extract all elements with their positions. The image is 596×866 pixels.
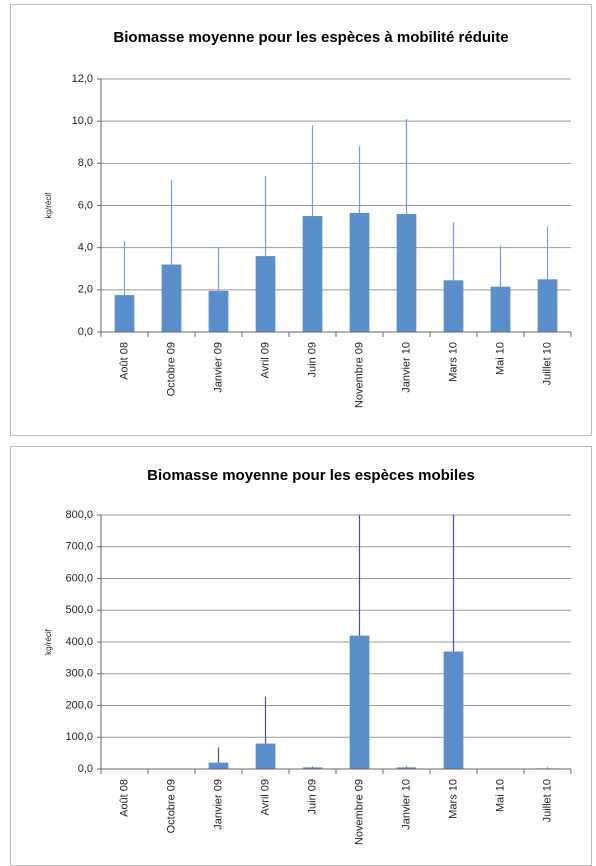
x-tick-label: Août 08: [118, 779, 130, 817]
y-tick-label: 500,0: [65, 604, 93, 616]
y-tick-label: 300,0: [65, 668, 93, 680]
x-tick-label: Janvier 09: [212, 779, 224, 830]
x-tick-label: Avril 09: [259, 342, 271, 378]
bar: [396, 213, 417, 332]
bar: [302, 216, 323, 332]
x-tick-label: Mai 10: [494, 342, 506, 375]
y-tick-label: 8,0: [78, 157, 93, 169]
y-tick-label: 600,0: [65, 572, 93, 584]
x-tick-label: Octobre 09: [165, 779, 177, 833]
x-tick-label: Juillet 10: [541, 779, 553, 822]
bar: [208, 762, 229, 769]
bar: [349, 635, 370, 769]
bar: [255, 256, 276, 332]
x-tick-label: Juin 09: [306, 342, 318, 377]
bar: [490, 286, 511, 332]
y-tick-label: 12,0: [72, 73, 93, 85]
y-tick-label: 0,0: [78, 326, 93, 338]
y-axis-label: kg/récif: [44, 628, 53, 655]
bar: [161, 264, 182, 332]
bar: [396, 767, 417, 769]
x-tick-label: Juillet 10: [541, 342, 553, 385]
chart: kg/récif 0,0 2,0 4,0 6,0 8,0 10,0 12,0 Août 08 Oc…: [44, 73, 572, 408]
bar: [114, 295, 135, 332]
x-tick-label: Août 08: [118, 342, 130, 380]
y-axis-label: kg/récif: [44, 192, 53, 219]
chart-panel: Biomasse moyenne pour les espèces mobile…: [10, 446, 592, 866]
bar: [537, 279, 558, 332]
bar: [255, 743, 276, 769]
y-tick-label: 6,0: [78, 199, 93, 211]
chart-panel: Biomasse moyenne pour les espèces à mobi…: [10, 4, 592, 436]
x-tick-label: Janvier 10: [400, 779, 412, 830]
x-tick-label: Janvier 09: [212, 342, 224, 393]
y-tick-label: 100,0: [65, 731, 93, 743]
y-tick-label: 2,0: [78, 284, 93, 296]
y-tick-label: 800,0: [65, 509, 93, 521]
x-tick-label: Octobre 09: [165, 342, 177, 396]
chart-title: Biomasse moyenne pour les espèces à mobi…: [113, 29, 509, 46]
bar: [443, 280, 464, 332]
bar: [443, 651, 464, 769]
bar: [302, 767, 323, 769]
y-tick-label: 10,0: [72, 115, 93, 127]
x-tick-label: Mars 10: [447, 342, 459, 382]
x-tick-label: Mai 10: [494, 779, 506, 812]
chart-title: Biomasse moyenne pour les espèces mobile…: [147, 467, 475, 484]
chart: kg/récif 0,0 100,0 200,0 300,0 400,0 500,0 600,…: [44, 509, 572, 845]
x-tick-label: Janvier 10: [400, 342, 412, 393]
x-tick-label: Novembre 09: [353, 779, 365, 845]
bar: [208, 290, 229, 332]
y-tick-label: 400,0: [65, 636, 93, 648]
y-tick-label: 4,0: [78, 242, 93, 254]
x-tick-label: Avril 09: [259, 779, 271, 815]
x-tick-label: Juin 09: [306, 779, 318, 814]
bar: [349, 212, 370, 332]
x-tick-label: Mars 10: [447, 779, 459, 819]
y-tick-label: 700,0: [65, 541, 93, 553]
y-tick-label: 200,0: [65, 699, 93, 711]
x-tick-label: Novembre 09: [353, 342, 365, 408]
y-tick-label: 0,0: [78, 763, 93, 775]
